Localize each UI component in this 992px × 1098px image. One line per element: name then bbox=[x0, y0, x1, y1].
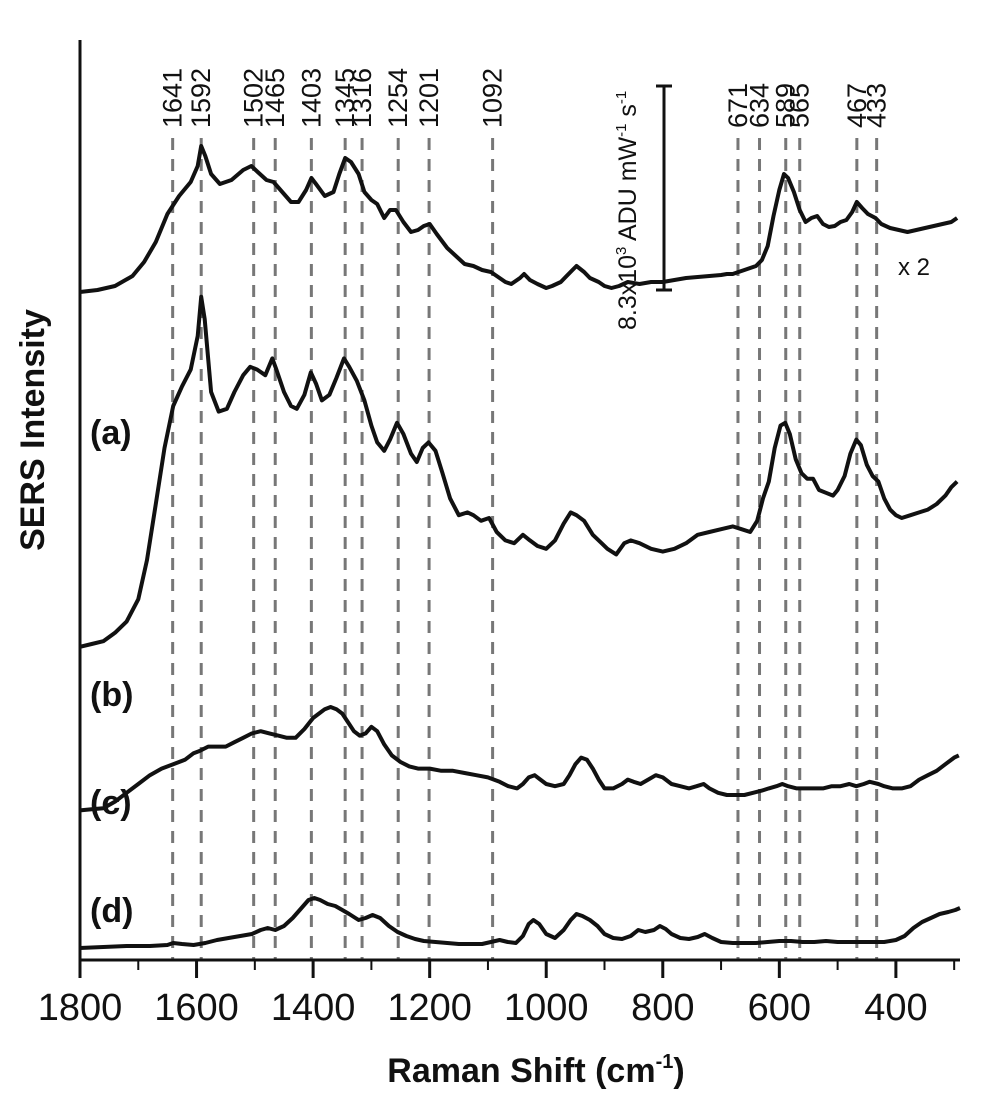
x-tick-label-400: 400 bbox=[864, 987, 927, 1029]
peak-label-1502: 1502 bbox=[239, 68, 269, 128]
peak-label-1345: 1345 bbox=[330, 68, 360, 128]
x-axis-title: Raman Shift (cm-1) bbox=[387, 1051, 684, 1090]
peak-label-1316: 1316 bbox=[347, 68, 377, 128]
peak-label-467: 467 bbox=[842, 83, 872, 128]
peak-label-1254: 1254 bbox=[383, 68, 413, 128]
series-labels: (a) (b) (c) (d) bbox=[90, 414, 133, 930]
peak-label-1465: 1465 bbox=[260, 68, 290, 128]
scale-bar bbox=[656, 84, 672, 292]
peak-label-1641: 1641 bbox=[158, 68, 188, 128]
peak-label-1592: 1592 bbox=[186, 68, 216, 128]
series-label-b: (b) bbox=[90, 676, 133, 714]
series-label-c: (c) bbox=[90, 784, 132, 822]
series-line-b bbox=[79, 294, 959, 649]
x-tick-label-1400: 1400 bbox=[271, 987, 356, 1029]
peak-marker-lines bbox=[171, 138, 879, 960]
peak-label-1403: 1403 bbox=[296, 68, 326, 128]
peak-label-589: 589 bbox=[771, 83, 801, 128]
peak-label-1092: 1092 bbox=[478, 68, 508, 128]
scale-bar-label: 8.3x103 ADU mW-1 s-1 bbox=[613, 91, 642, 330]
peak-label-433: 433 bbox=[862, 83, 892, 128]
series-label-d: (d) bbox=[90, 892, 133, 930]
series-line-a bbox=[79, 144, 959, 294]
peak-label-1201: 1201 bbox=[414, 68, 444, 128]
peak-label-634: 634 bbox=[745, 83, 775, 128]
peak-label-671: 671 bbox=[723, 83, 753, 128]
x-tick-label-600: 600 bbox=[748, 987, 811, 1029]
series-label-a: (a) bbox=[90, 414, 132, 452]
x-tick-label-800: 800 bbox=[631, 987, 694, 1029]
series-line-c bbox=[79, 705, 960, 813]
x-tick-label-1800: 1800 bbox=[38, 987, 123, 1029]
x-tick-label-1000: 1000 bbox=[504, 987, 589, 1029]
peak-label-565: 565 bbox=[785, 83, 815, 128]
x-tick-label-1600: 1600 bbox=[154, 987, 239, 1029]
x-tick-label-1200: 1200 bbox=[387, 987, 472, 1029]
x-axis-ticks: 1800 1600 1400 1200 1000 800 600 400 bbox=[38, 960, 956, 1029]
spectra-series bbox=[79, 144, 961, 950]
series-line-d bbox=[79, 896, 961, 950]
multiplier-annotation: x 2 bbox=[898, 254, 930, 281]
y-axis-title: SERS Intensity bbox=[14, 309, 52, 551]
